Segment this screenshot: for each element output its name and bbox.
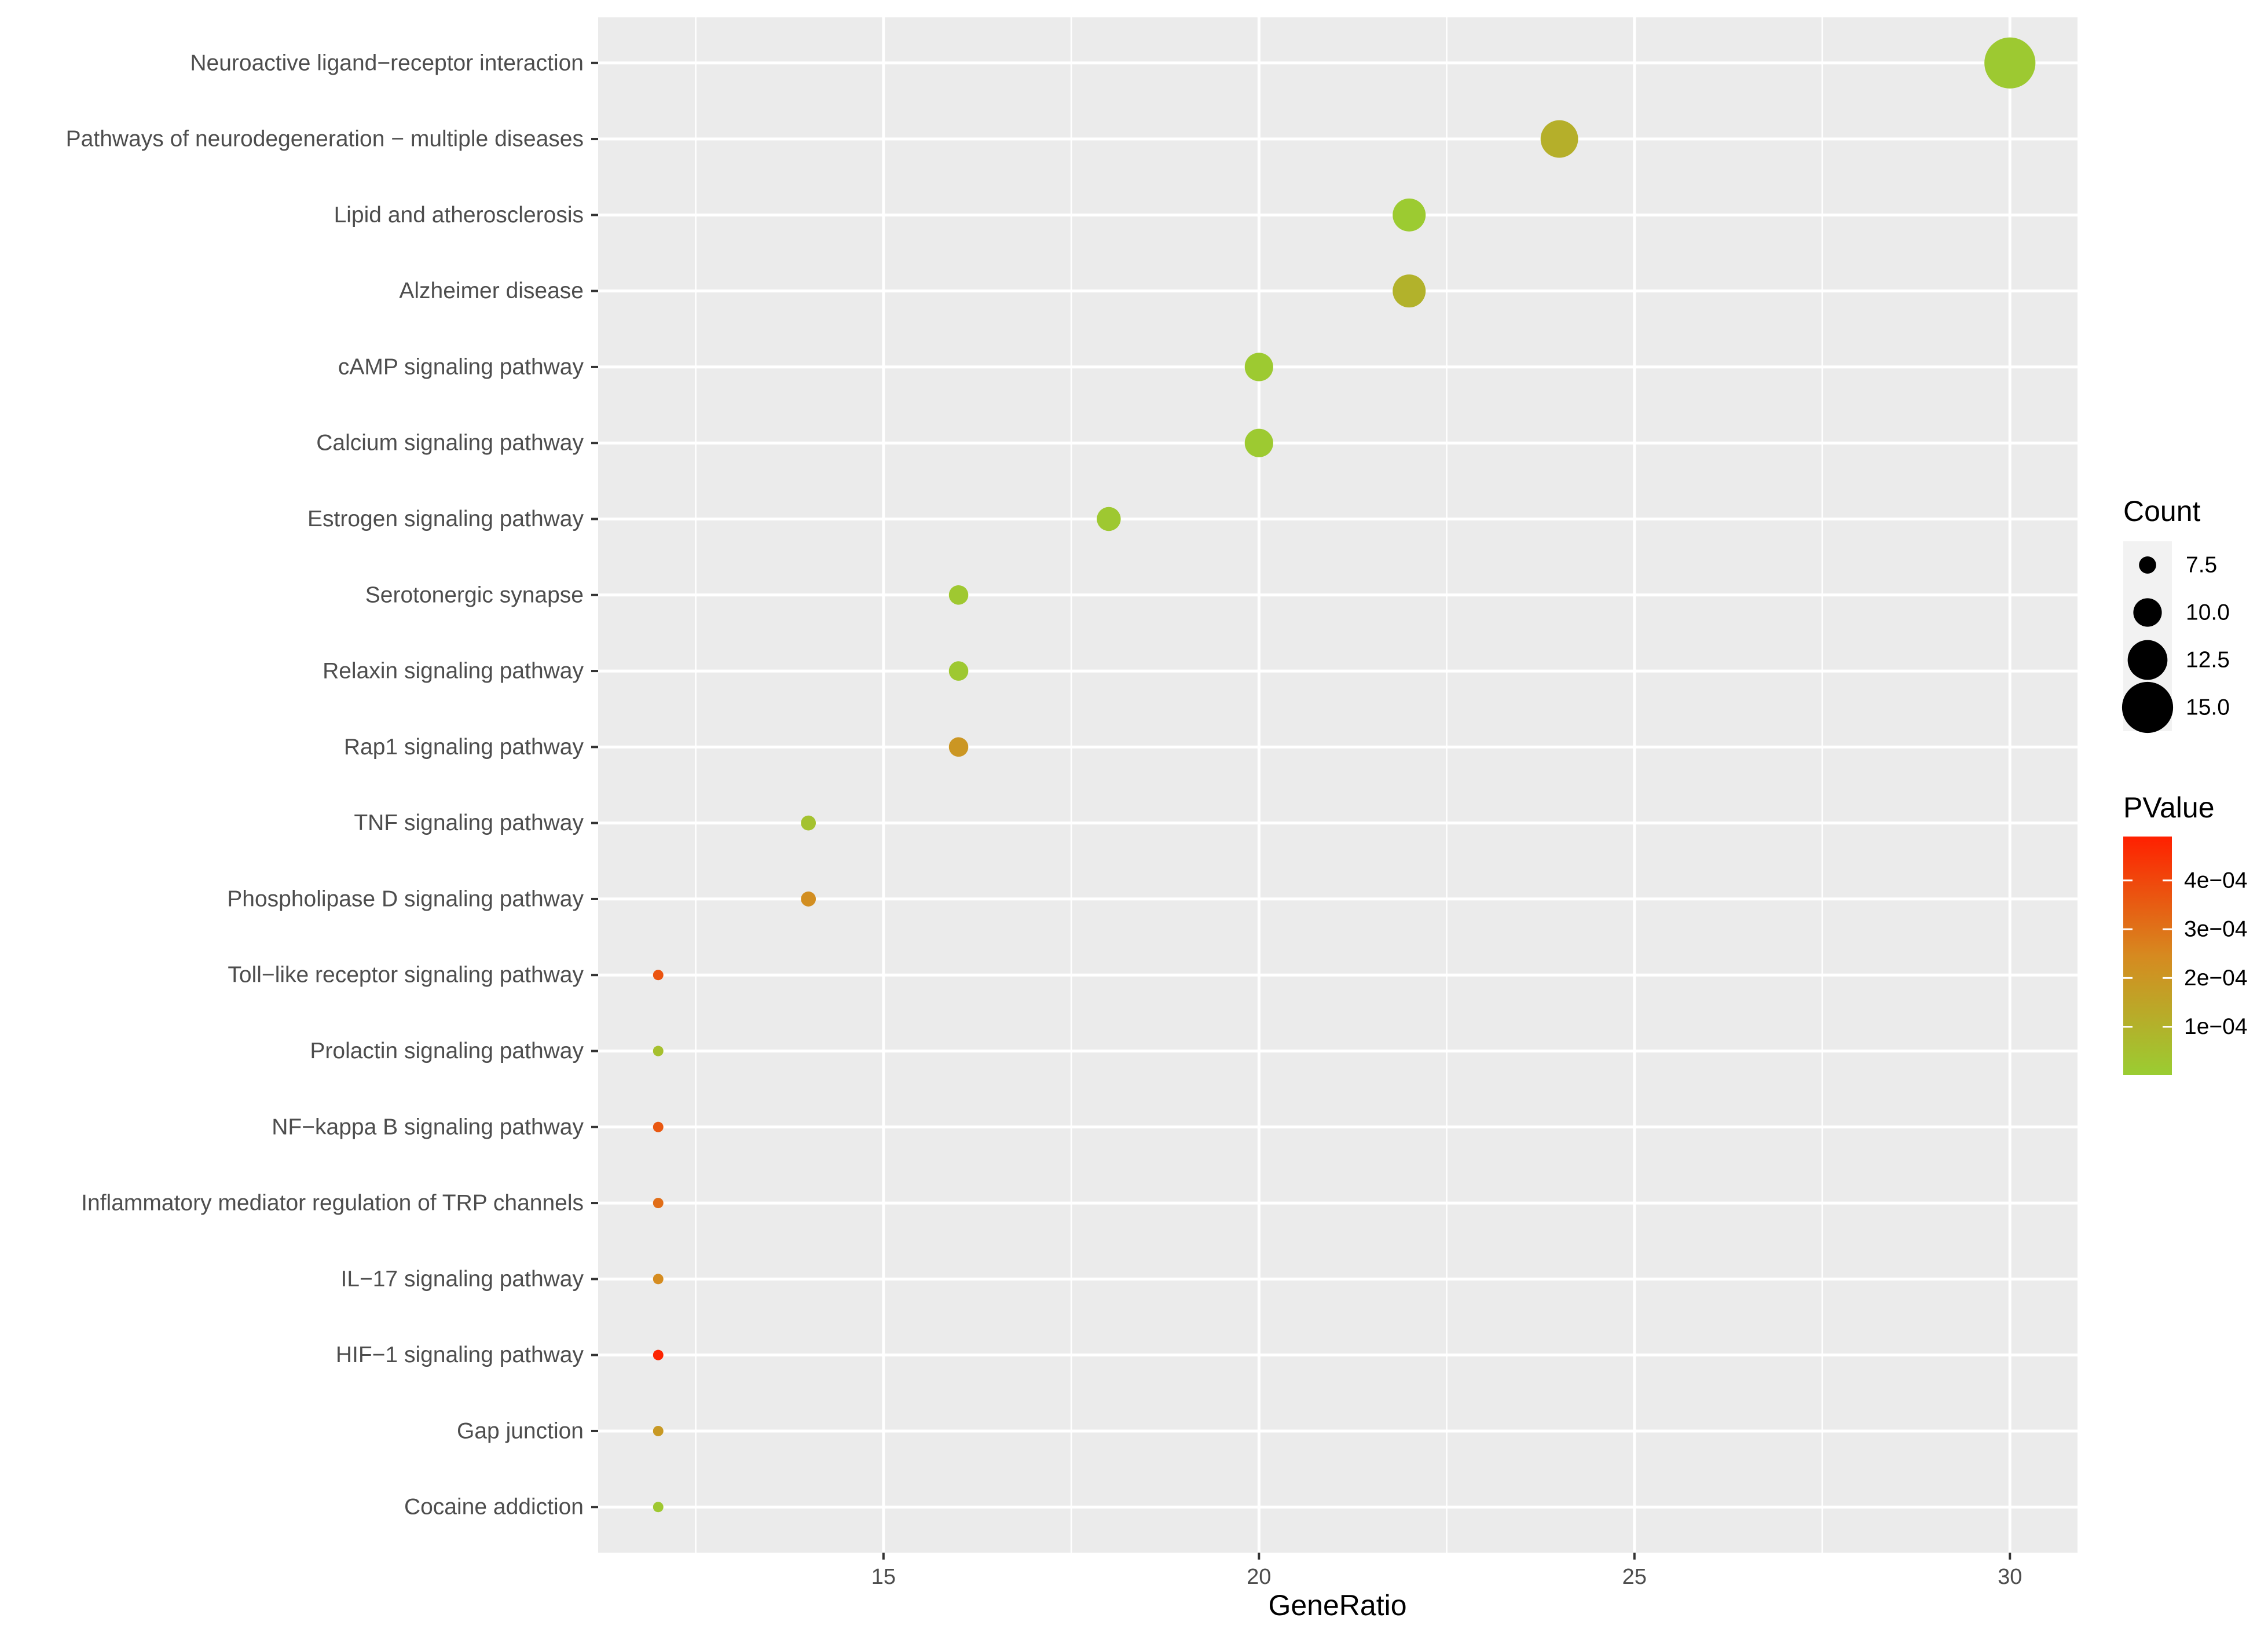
y-tick-label: Gap junction bbox=[457, 1418, 584, 1443]
data-point bbox=[653, 970, 664, 981]
count-legend-label: 15.0 bbox=[2186, 695, 2230, 720]
y-tick-label: Pathways of neurodegeneration − multiple… bbox=[66, 127, 584, 152]
data-point bbox=[801, 892, 816, 907]
y-tick-label: Cocaine addiction bbox=[404, 1495, 584, 1520]
data-point bbox=[948, 737, 969, 757]
data-point bbox=[1244, 428, 1273, 457]
x-tick-label: 20 bbox=[1247, 1565, 1271, 1589]
pvalue-legend-label: 1e−04 bbox=[2184, 1014, 2248, 1039]
y-tick-label: Alzheimer disease bbox=[399, 278, 584, 303]
pvalue-legend-label: 3e−04 bbox=[2184, 917, 2248, 942]
data-point bbox=[1244, 353, 1273, 382]
data-point bbox=[1984, 37, 2036, 89]
data-points bbox=[653, 37, 2036, 1513]
data-point bbox=[801, 815, 816, 831]
y-tick-label: Inflammatory mediator regulation of TRP … bbox=[81, 1191, 584, 1216]
data-point bbox=[1540, 120, 1578, 158]
count-legend-label: 10.0 bbox=[2186, 600, 2230, 625]
y-axis: Neuroactive ligand−receptor interaction P… bbox=[66, 50, 598, 1520]
y-tick-label: IL−17 signaling pathway bbox=[340, 1267, 584, 1292]
x-tick-label: 15 bbox=[871, 1565, 896, 1589]
pvalue-legend: PValue 1e−04 2e−04 3e−04 4e−04 bbox=[2123, 791, 2248, 1075]
y-tick-label: Lipid and atherosclerosis bbox=[334, 203, 584, 228]
gridlines bbox=[598, 17, 2078, 1553]
count-legend-title: Count bbox=[2123, 495, 2201, 527]
pvalue-legend-label: 2e−04 bbox=[2184, 966, 2248, 991]
data-point bbox=[653, 1349, 664, 1360]
y-tick-label: Estrogen signaling pathway bbox=[307, 507, 584, 531]
y-tick-label: Neuroactive ligand−receptor interaction bbox=[190, 50, 584, 75]
data-point bbox=[653, 1046, 664, 1057]
data-point bbox=[653, 1121, 664, 1132]
pvalue-colorbar bbox=[2123, 837, 2172, 1075]
y-tick-label: TNF signaling pathway bbox=[354, 810, 584, 835]
count-legend-key bbox=[2127, 640, 2168, 680]
pvalue-legend-label: 4e−04 bbox=[2184, 868, 2248, 893]
data-point bbox=[653, 1502, 664, 1513]
x-tick-label: 30 bbox=[1998, 1565, 2022, 1589]
count-legend-key bbox=[2133, 598, 2162, 627]
data-point bbox=[948, 661, 969, 681]
y-tick-label: HIF−1 signaling pathway bbox=[336, 1342, 584, 1367]
y-tick-label: NF−kappa B signaling pathway bbox=[272, 1114, 584, 1139]
data-point bbox=[1097, 507, 1121, 531]
count-legend-label: 7.5 bbox=[2186, 553, 2217, 578]
count-legend-label: 12.5 bbox=[2186, 648, 2230, 673]
data-point bbox=[1393, 274, 1426, 308]
y-tick-label: Rap1 signaling pathway bbox=[344, 735, 584, 760]
count-legend-key bbox=[2139, 556, 2156, 574]
y-tick-label: Toll−like receptor signaling pathway bbox=[228, 963, 584, 988]
count-legend-key bbox=[2122, 681, 2174, 733]
x-tick-label: 25 bbox=[1622, 1565, 1647, 1589]
data-point bbox=[948, 585, 969, 605]
y-tick-label: Relaxin signaling pathway bbox=[323, 659, 584, 684]
y-tick-label: Phospholipase D signaling pathway bbox=[227, 886, 584, 911]
data-point bbox=[653, 1425, 664, 1436]
plot-panel bbox=[598, 17, 2078, 1553]
count-legend: Count 7.5 10.0 12.5 15.0 bbox=[2122, 495, 2230, 733]
x-axis-title: GeneRatio bbox=[1268, 1589, 1406, 1622]
x-axis: 15 20 25 30 bbox=[871, 1553, 2022, 1589]
data-point bbox=[1393, 198, 1426, 232]
y-tick-label: Serotonergic synapse bbox=[365, 582, 584, 607]
data-point bbox=[653, 1274, 664, 1285]
data-point bbox=[653, 1198, 664, 1209]
y-tick-label: cAMP signaling pathway bbox=[338, 354, 584, 379]
y-tick-label: Prolactin signaling pathway bbox=[310, 1039, 584, 1063]
y-tick-label: Calcium signaling pathway bbox=[316, 431, 584, 456]
pvalue-legend-title: PValue bbox=[2123, 791, 2215, 824]
